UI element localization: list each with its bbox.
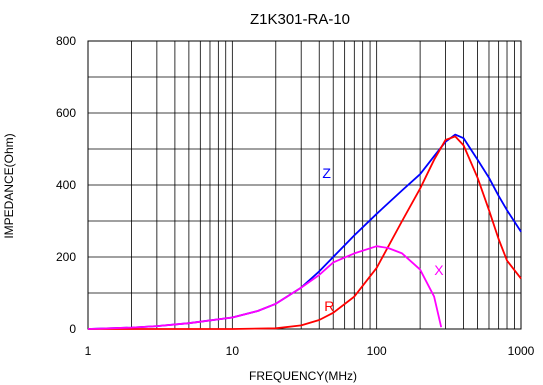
plot-grid xyxy=(88,41,521,329)
y-tick-label: 600 xyxy=(56,106,76,120)
y-axis-label: IMPEDANCE(Ohm) xyxy=(2,133,16,238)
y-tick-label: 200 xyxy=(56,250,76,264)
tick-labels: 1 10 100 1000 0 200 400 600 800 xyxy=(56,34,535,358)
y-tick-label: 0 xyxy=(69,322,76,336)
x-tick-label: 1 xyxy=(85,344,92,358)
x-tick-label: 10 xyxy=(226,344,240,358)
annotation-x: X xyxy=(434,262,444,278)
chart-title: Z1K301-RA-10 xyxy=(250,11,350,28)
x-axis-label: FREQUENCY(MHz) xyxy=(249,369,357,383)
plot-frame xyxy=(87,40,522,330)
series-line-z xyxy=(87,133,522,330)
y-tick-label: 800 xyxy=(56,34,76,48)
series-line-r xyxy=(88,135,522,330)
annotation-z: Z xyxy=(322,165,331,181)
x-tick-label: 100 xyxy=(367,344,387,358)
y-tick-label: 400 xyxy=(56,178,76,192)
series-annotations: Z R X xyxy=(322,165,444,314)
series-line-x xyxy=(87,245,443,330)
annotation-r: R xyxy=(324,298,334,314)
x-tick-label: 1000 xyxy=(508,344,535,358)
series-lines xyxy=(87,133,522,330)
